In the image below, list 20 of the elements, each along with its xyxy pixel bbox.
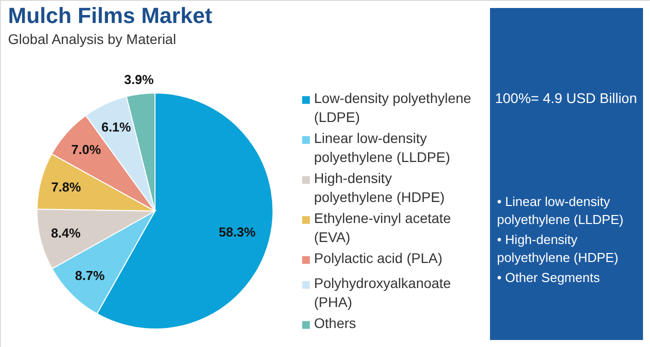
legend-label: Low-density polyethylene (LDPE): [314, 90, 472, 125]
legend-label: Ethylene-vinyl acetate (EVA): [314, 210, 452, 245]
data-label: 6.1%: [101, 120, 132, 135]
legend-label: Others: [314, 315, 356, 331]
data-label: 8.4%: [50, 226, 82, 241]
text: • High-density polyethylene (HDPE): [497, 232, 618, 265]
legend-label: Polyhydroxyalkanoate (PHA): [314, 275, 452, 310]
text: • Linear low-density polyethylene (LLDPE): [497, 194, 624, 227]
legend-label: Linear low-density polyethylene (LLDPE): [314, 130, 450, 165]
text: • Other Segments: [497, 270, 600, 285]
chart-title: Mulch Films Market: [8, 3, 213, 28]
data-label: 7.8%: [51, 179, 82, 194]
legend-label: Polylactic acid (PLA): [314, 250, 442, 266]
data-label: 8.7%: [74, 268, 106, 283]
data-label: 58.3%: [218, 224, 256, 240]
data-label: 7.0%: [71, 142, 102, 158]
text: 100%= 4.9 USD Billion: [494, 90, 638, 106]
legend-label: High-density polyethylene (HDPE): [314, 170, 445, 205]
chart-subtitle: Global Analysis by Material: [8, 31, 176, 47]
data-label: 3.9%: [124, 72, 154, 87]
